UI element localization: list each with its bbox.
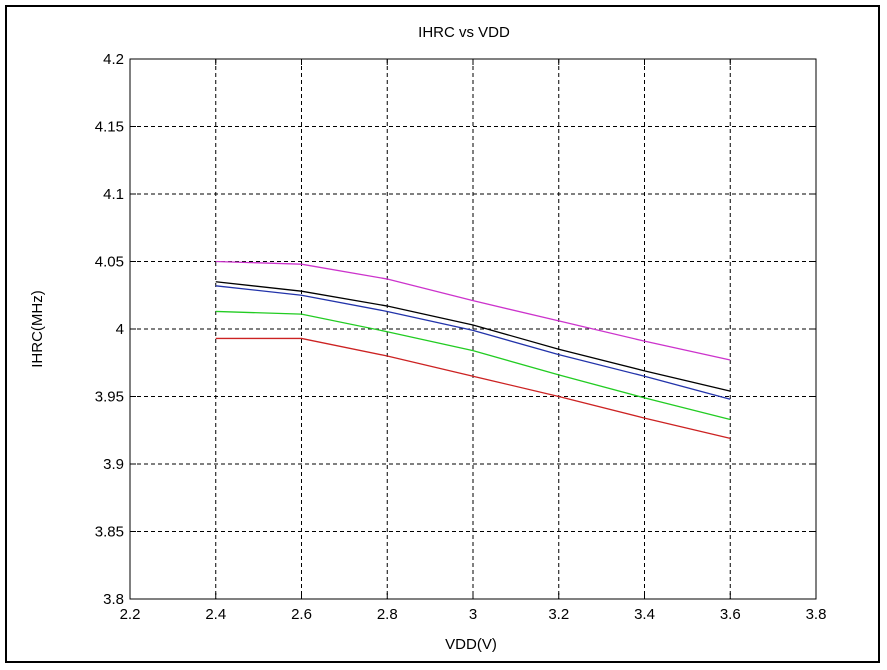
y-tick-label: 4.1 (103, 186, 124, 203)
x-tick-label: 3.8 (806, 606, 827, 623)
y-tick-label: 3.85 (95, 524, 124, 541)
y-tick-label: 3.8 (103, 591, 124, 608)
x-tick-label: 3 (469, 606, 477, 623)
x-tick-label: 3.6 (720, 606, 741, 623)
grid-lines (130, 59, 816, 599)
series-line-3 (215, 285, 731, 400)
figure-window (5, 5, 880, 663)
x-tick-label: 2.8 (377, 606, 398, 623)
y-tick-label: 4.2 (103, 51, 124, 68)
series-line-2 (215, 281, 731, 392)
series-line-5 (215, 337, 731, 439)
y-tick-label: 4 (116, 321, 124, 338)
series-line-1 (215, 260, 731, 361)
x-tick-label: 2.4 (205, 606, 226, 623)
y-tick-label: 4.05 (95, 254, 124, 271)
y-tick-label: 3.9 (103, 456, 124, 473)
axis-ticks: 2.2 2.4 2.6 2.8 3 3.2 3.4 3.6 3.8 3.8 3.85 3.9 3.95 4… (95, 51, 827, 623)
x-tick-label: 3.4 (634, 606, 655, 623)
x-tick-label: 2.6 (291, 606, 312, 623)
y-tick-label: 4.15 (95, 119, 124, 136)
series-line-4 (215, 310, 731, 421)
x-tick-label: 3.2 (548, 606, 569, 623)
series-lines (215, 260, 731, 439)
y-tick-label: 3.95 (95, 389, 124, 406)
y-axis-title: IHRC(MHz) (29, 290, 46, 367)
x-tick-label: 2.2 (120, 606, 141, 623)
x-axis-title: VDD(V) (445, 636, 497, 653)
chart-title: IHRC vs VDD (418, 24, 510, 41)
